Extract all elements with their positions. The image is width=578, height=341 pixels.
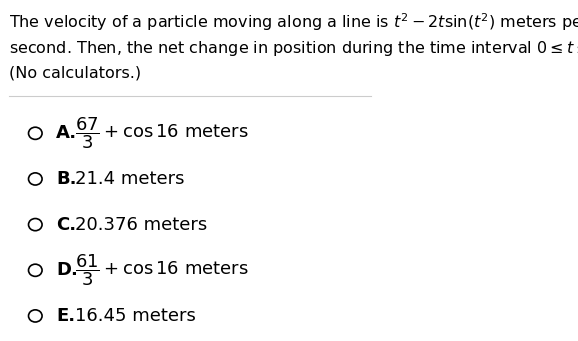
Text: (No calculators.): (No calculators.) xyxy=(9,66,141,81)
Text: The velocity of a particle moving along a line is $t^2-2t\sin(t^2)$ meters per: The velocity of a particle moving along … xyxy=(9,12,578,33)
Text: 16.45 meters: 16.45 meters xyxy=(75,307,196,325)
Text: $\dfrac{61}{3}+\cos 16$ meters: $\dfrac{61}{3}+\cos 16$ meters xyxy=(75,252,249,288)
Text: C.: C. xyxy=(56,216,76,234)
Text: $\dfrac{67}{3}+\cos 16$ meters: $\dfrac{67}{3}+\cos 16$ meters xyxy=(75,116,249,151)
Text: second. Then, the net change in position during the time interval $0 \leq t \leq: second. Then, the net change in position… xyxy=(9,39,578,58)
Text: 21.4 meters: 21.4 meters xyxy=(75,170,184,188)
Text: E.: E. xyxy=(56,307,75,325)
Text: B.: B. xyxy=(56,170,76,188)
Text: D.: D. xyxy=(56,261,78,279)
Text: A.: A. xyxy=(56,124,77,142)
Text: 20.376 meters: 20.376 meters xyxy=(75,216,207,234)
